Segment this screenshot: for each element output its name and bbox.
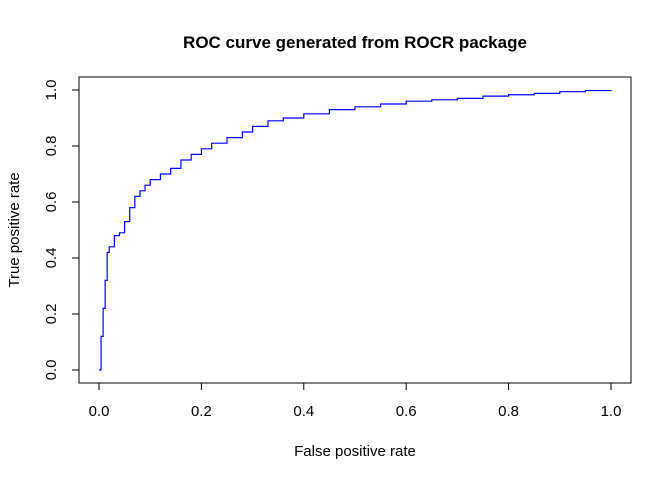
- x-tick-label: 0.8: [498, 403, 519, 420]
- y-tick-label: 0.0: [43, 360, 60, 381]
- y-tick-label: 0.8: [43, 136, 60, 157]
- x-tick-label: 0.0: [89, 403, 110, 420]
- plot-box: [78, 76, 632, 384]
- x-tick-label: 0.2: [191, 403, 212, 420]
- y-tick-label: 1.0: [43, 80, 60, 101]
- x-tick-label: 1.0: [601, 403, 622, 420]
- x-axis-label: False positive rate: [294, 443, 416, 460]
- y-axis: 0.0 0.2 0.4 0.6 0.8 1.0: [43, 80, 80, 381]
- y-tick-label: 0.2: [43, 304, 60, 325]
- y-tick-label: 0.4: [43, 248, 60, 269]
- chart-title: ROC curve generated from ROCR package: [183, 33, 527, 52]
- y-tick-label: 0.6: [43, 192, 60, 213]
- x-tick-label: 0.4: [293, 403, 314, 420]
- roc-curve-line: [99, 89, 612, 371]
- x-axis: 0.0 0.2 0.4 0.6 0.8 1.0: [89, 382, 622, 420]
- x-tick-label: 0.6: [396, 403, 417, 420]
- y-axis-label: True positive rate: [6, 172, 23, 287]
